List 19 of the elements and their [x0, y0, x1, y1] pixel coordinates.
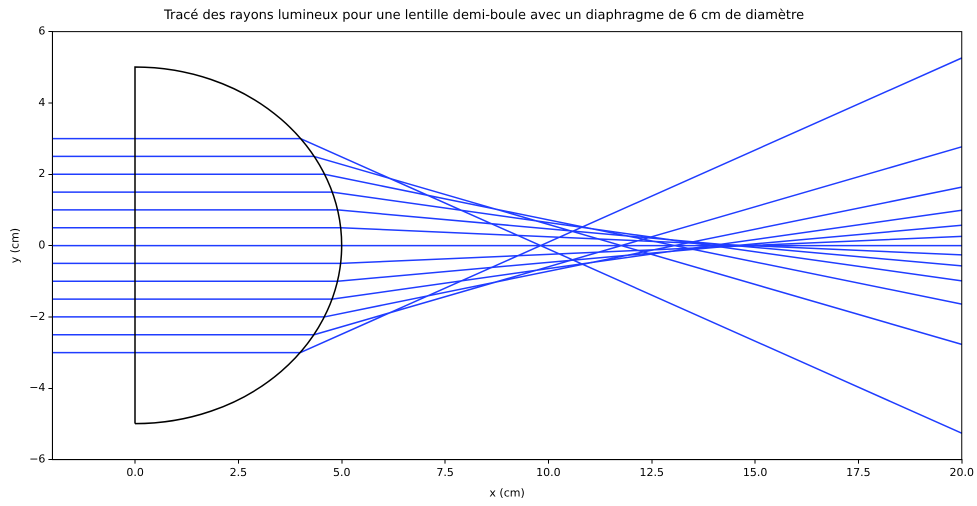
y-tick-label: −2: [29, 310, 46, 323]
y-tick-label: −4: [29, 381, 46, 394]
x-tick-label: 7.5: [436, 466, 454, 480]
x-tick-label: 2.5: [230, 466, 248, 480]
y-tick-label: −6: [29, 452, 46, 466]
y-axis-title: y (cm): [8, 228, 22, 264]
y-tick-label: 4: [38, 96, 46, 109]
x-tick-label: 0.0: [126, 466, 144, 480]
y-tick-label: 2: [38, 167, 46, 180]
x-tick-label: 20.0: [950, 466, 974, 480]
y-tick-label: 0: [38, 238, 46, 252]
chart-title: Tracé des rayons lumineux pour une lentille demi-boule avec un diaphragme de 6 cm de diamètre: [162, 8, 804, 24]
x-tick-label: 17.5: [846, 466, 871, 480]
x-tick-label: 10.0: [536, 466, 561, 480]
y-tick-label: 6: [38, 24, 46, 38]
x-tick-label: 15.0: [742, 466, 768, 480]
x-tick-label: 5.0: [333, 466, 350, 480]
x-tick-label: 12.5: [640, 466, 664, 480]
x-axis-title: x (cm): [489, 486, 525, 500]
